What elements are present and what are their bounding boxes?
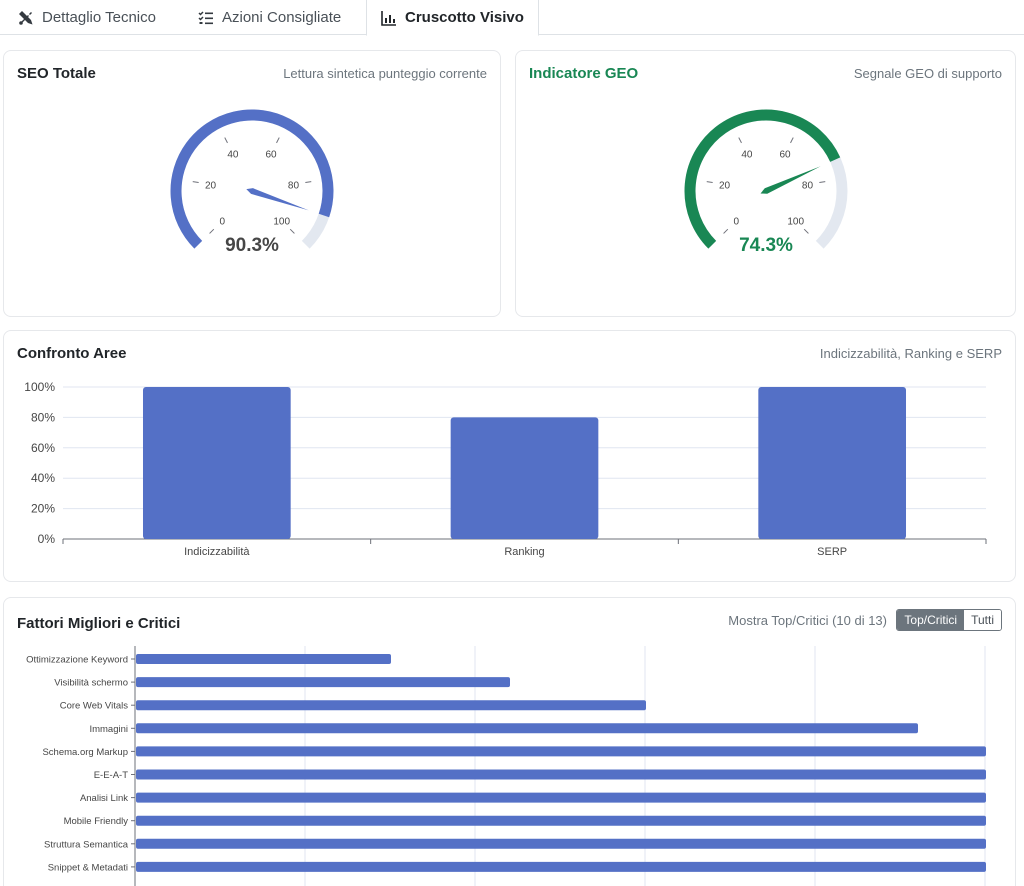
- bar: [136, 861, 986, 872]
- y-tick-label: 100%: [24, 380, 55, 394]
- card-title: Fattori Migliori e Critici: [17, 615, 181, 632]
- gauge-value-label: 90.3%: [225, 235, 279, 256]
- y-tick-label: 20%: [31, 502, 55, 516]
- gauge-tick-label: 100: [787, 217, 804, 228]
- tab-dettaglio-tecnico[interactable]: Dettaglio Tecnico: [4, 0, 170, 35]
- gauge-value-label: 74.3%: [739, 235, 793, 256]
- y-tick-label: Struttura Semantica: [44, 839, 129, 850]
- y-tick-label: Visibilità schermo: [54, 678, 128, 689]
- tab-label: Azioni Consigliate: [222, 9, 342, 26]
- bar: [136, 815, 986, 826]
- x-tick-label: Ranking: [504, 546, 544, 558]
- bar: [136, 654, 391, 664]
- card-title: Confronto Aree: [17, 345, 127, 362]
- bar: [136, 838, 986, 849]
- gauge-tick-label: 0: [220, 217, 226, 228]
- gauge-tick-label: 20: [719, 180, 731, 191]
- y-tick-label: Core Web Vitals: [60, 701, 129, 712]
- bar: [136, 700, 646, 711]
- bar: [136, 746, 986, 757]
- factors-bar-chart: Ottimizzazione Keyword Visibilità schermo…: [26, 646, 986, 886]
- y-tick-label: E-E-A-T: [94, 770, 129, 781]
- gauge-tick-label: 0: [734, 217, 740, 228]
- gauge-tick: [305, 181, 312, 184]
- gauge-tick: [790, 137, 794, 144]
- tab-cruscotto-visivo[interactable]: Cruscotto Visivo: [366, 0, 539, 36]
- gauge-progress-arc: [170, 109, 334, 249]
- gauge-needle: [246, 188, 309, 211]
- card-subtitle: Lettura sintetica punteggio corrente: [283, 66, 487, 81]
- gauge-tick-label: 20: [205, 180, 217, 191]
- card-subtitle: Indicizzabilità, Ranking e SERP: [819, 346, 1002, 361]
- y-tick-label: Analisi Link: [80, 793, 128, 804]
- y-tick-label: 60%: [31, 441, 55, 455]
- gauge-tick: [289, 228, 295, 234]
- gauge-tick-label: 40: [741, 150, 753, 161]
- geo-indicator-card: Indicatore GEO Segnale GEO di supporto 0…: [515, 50, 1016, 317]
- gauge-tick-label: 60: [780, 150, 792, 161]
- y-tick-label: Mobile Friendly: [64, 816, 129, 827]
- tools-icon: [18, 10, 34, 26]
- y-tick-label: Ottimizzazione Keyword: [26, 655, 128, 666]
- gauge-tick: [192, 181, 199, 184]
- y-tick-label: 80%: [31, 410, 55, 424]
- gauge-tick-label: 40: [227, 150, 239, 161]
- tab-bar: Dettaglio Tecnico Azioni Consigliate Cru…: [0, 0, 1024, 36]
- y-tick-label: Immagini: [89, 724, 128, 735]
- factors-filter-label: Mostra Top/Critici (10 di 13): [728, 613, 887, 628]
- seo-gauge: 0 20 40 60 80 100 90.3%: [170, 109, 334, 256]
- gauge-tick: [803, 228, 809, 234]
- factors-view-toggle: Top/Critici Tutti: [896, 609, 1002, 631]
- gauge-tick: [209, 228, 215, 234]
- bar: [136, 677, 510, 688]
- bar: [450, 417, 599, 539]
- tab-label: Dettaglio Tecnico: [42, 9, 156, 26]
- bar: [136, 792, 986, 803]
- gauge-progress-arc: [684, 109, 841, 249]
- tab-azioni-consigliate[interactable]: Azioni Consigliate: [184, 0, 355, 35]
- gauge-tick-label: 100: [273, 217, 290, 228]
- bar: [758, 387, 907, 539]
- area-comparison-card: Confronto Aree Indicizzabilità, Ranking …: [3, 330, 1016, 582]
- bar: [136, 769, 986, 780]
- x-tick-label: Indicizzabilità: [184, 546, 250, 558]
- gauge-tick: [224, 137, 228, 144]
- gauge-tick: [706, 181, 713, 184]
- card-title: Indicatore GEO: [529, 65, 639, 82]
- gauge-tick-label: 80: [288, 180, 300, 191]
- bar-chart-icon: [381, 10, 397, 26]
- card-subtitle: Segnale GEO di supporto: [853, 66, 1002, 81]
- toggle-tutti-button[interactable]: Tutti: [964, 610, 1001, 630]
- toggle-top-critici-button[interactable]: Top/Critici: [897, 610, 965, 630]
- bar: [142, 387, 291, 539]
- gauge-tick-label: 80: [802, 180, 814, 191]
- bar: [136, 723, 918, 734]
- card-title: SEO Totale: [17, 65, 96, 82]
- area-bar-chart: 0% 20% 40% 60% 80% 100% Indicizzabilità Ranking…: [24, 380, 987, 558]
- x-tick-label: SERP: [817, 546, 847, 558]
- gauge-tick-label: 60: [266, 150, 278, 161]
- gauge-tick: [819, 181, 826, 184]
- gauge-tick: [723, 228, 729, 234]
- factors-card: Fattori Migliori e Critici Mostra Top/Cr…: [3, 597, 1016, 886]
- y-tick-label: Snippet & Metadati: [48, 862, 128, 873]
- gauge-tick: [738, 137, 742, 144]
- gauge-tick: [276, 137, 280, 144]
- y-tick-label: 40%: [31, 471, 55, 485]
- tab-label: Cruscotto Visivo: [405, 9, 524, 26]
- checklist-icon: [198, 10, 214, 26]
- seo-total-card: SEO Totale Lettura sintetica punteggio c…: [3, 50, 501, 317]
- y-tick-label: Schema.org Markup: [42, 747, 128, 758]
- geo-gauge: 0 20 40 60 80 100 74.3%: [684, 109, 848, 256]
- y-tick-label: 0%: [38, 532, 56, 546]
- gauge-needle: [760, 166, 821, 194]
